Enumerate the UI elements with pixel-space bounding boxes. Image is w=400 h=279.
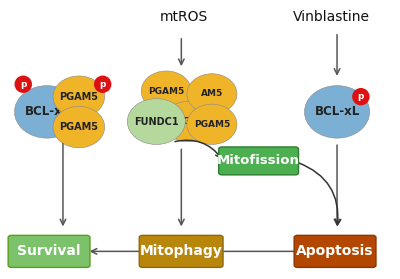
Text: Mitofission: Mitofission xyxy=(217,154,300,167)
Ellipse shape xyxy=(163,101,213,142)
Text: mtROS: mtROS xyxy=(160,10,208,24)
FancyArrowPatch shape xyxy=(298,163,341,225)
Ellipse shape xyxy=(94,76,112,93)
Text: PGAM5: PGAM5 xyxy=(148,87,184,96)
Ellipse shape xyxy=(53,76,105,117)
Ellipse shape xyxy=(304,86,370,138)
Text: PGAM5: PGAM5 xyxy=(194,120,230,129)
Text: FUNDC1: FUNDC1 xyxy=(134,117,179,127)
Text: Mitophagy: Mitophagy xyxy=(140,244,222,258)
FancyBboxPatch shape xyxy=(294,235,376,267)
FancyBboxPatch shape xyxy=(219,147,298,175)
Ellipse shape xyxy=(187,74,237,114)
Text: Vinblastine: Vinblastine xyxy=(292,10,370,24)
FancyArrowPatch shape xyxy=(175,140,221,158)
Text: p: p xyxy=(100,80,106,89)
Text: AM5: AM5 xyxy=(201,90,223,98)
Text: Survival: Survival xyxy=(17,244,81,258)
Text: p: p xyxy=(20,80,26,89)
Text: PGAM5: PGAM5 xyxy=(59,92,98,102)
Text: p: p xyxy=(358,92,364,101)
Ellipse shape xyxy=(141,71,191,111)
Text: BCL-xL: BCL-xL xyxy=(24,105,70,118)
Text: PGAM5: PGAM5 xyxy=(59,122,98,132)
Text: Apoptosis: Apoptosis xyxy=(296,244,374,258)
Ellipse shape xyxy=(352,88,370,105)
Ellipse shape xyxy=(53,106,105,148)
FancyBboxPatch shape xyxy=(139,235,223,267)
Text: BCL-xL: BCL-xL xyxy=(314,105,360,118)
Ellipse shape xyxy=(187,104,237,145)
Text: PGM: PGM xyxy=(176,117,200,126)
Ellipse shape xyxy=(14,86,80,138)
FancyBboxPatch shape xyxy=(8,235,90,267)
Ellipse shape xyxy=(127,98,185,145)
Ellipse shape xyxy=(14,76,32,93)
